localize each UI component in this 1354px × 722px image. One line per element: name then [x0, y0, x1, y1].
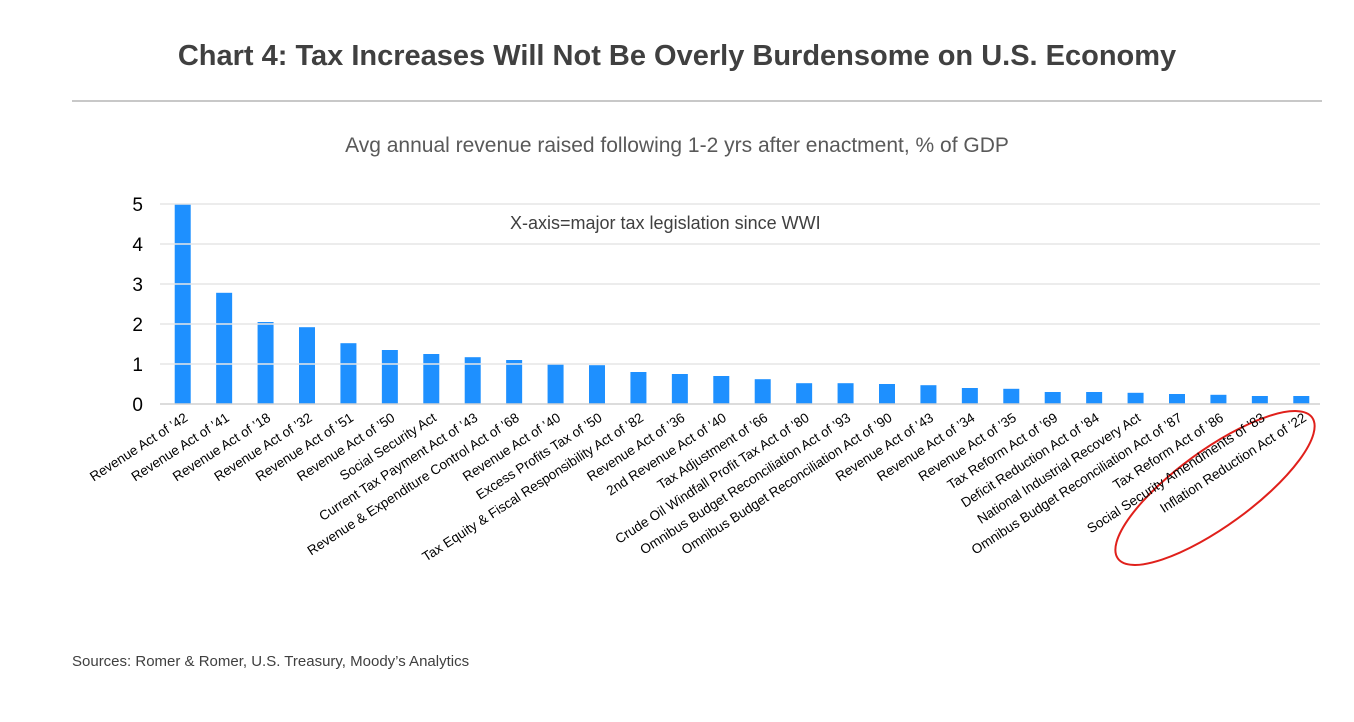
bar [547, 364, 564, 404]
chart-subtitle: Avg annual revenue raised following 1-2 … [345, 134, 1009, 157]
bar [837, 383, 854, 404]
y-tick-label: 4 [132, 235, 143, 256]
highlight-ellipse [1114, 410, 1316, 566]
bar [754, 379, 771, 404]
y-tick-label: 2 [132, 315, 143, 336]
bar [961, 388, 978, 404]
bar [1086, 392, 1103, 404]
bar [464, 357, 481, 404]
x-axis-annotation: X-axis=major tax legislation since WWI [510, 213, 821, 233]
bar [879, 384, 895, 404]
bar [1210, 394, 1227, 404]
bar [671, 374, 688, 404]
bar [1293, 396, 1310, 404]
bar [299, 327, 315, 404]
bar [506, 360, 523, 404]
title-divider [72, 100, 1322, 102]
bar [257, 322, 274, 404]
bar [1127, 392, 1144, 404]
y-tick-label: 5 [132, 195, 143, 216]
bar [174, 204, 191, 404]
y-tick-label: 3 [132, 275, 143, 296]
bar [216, 292, 233, 404]
bar [589, 365, 605, 404]
bar [340, 343, 357, 404]
sources-note: Sources: Romer & Romer, U.S. Treasury, M… [72, 653, 470, 670]
bar [1169, 394, 1185, 404]
bar [920, 385, 937, 404]
bar [630, 372, 647, 404]
bar [713, 376, 730, 404]
bar [1003, 388, 1020, 404]
y-tick-label: 0 [132, 395, 143, 416]
y-tick-label: 1 [132, 355, 143, 376]
bar [423, 354, 440, 404]
chart-title: Chart 4: Tax Increases Will Not Be Overl… [177, 40, 1177, 72]
bar [381, 350, 398, 404]
bar [1044, 392, 1061, 404]
bar [796, 383, 813, 404]
bar [1251, 396, 1268, 404]
